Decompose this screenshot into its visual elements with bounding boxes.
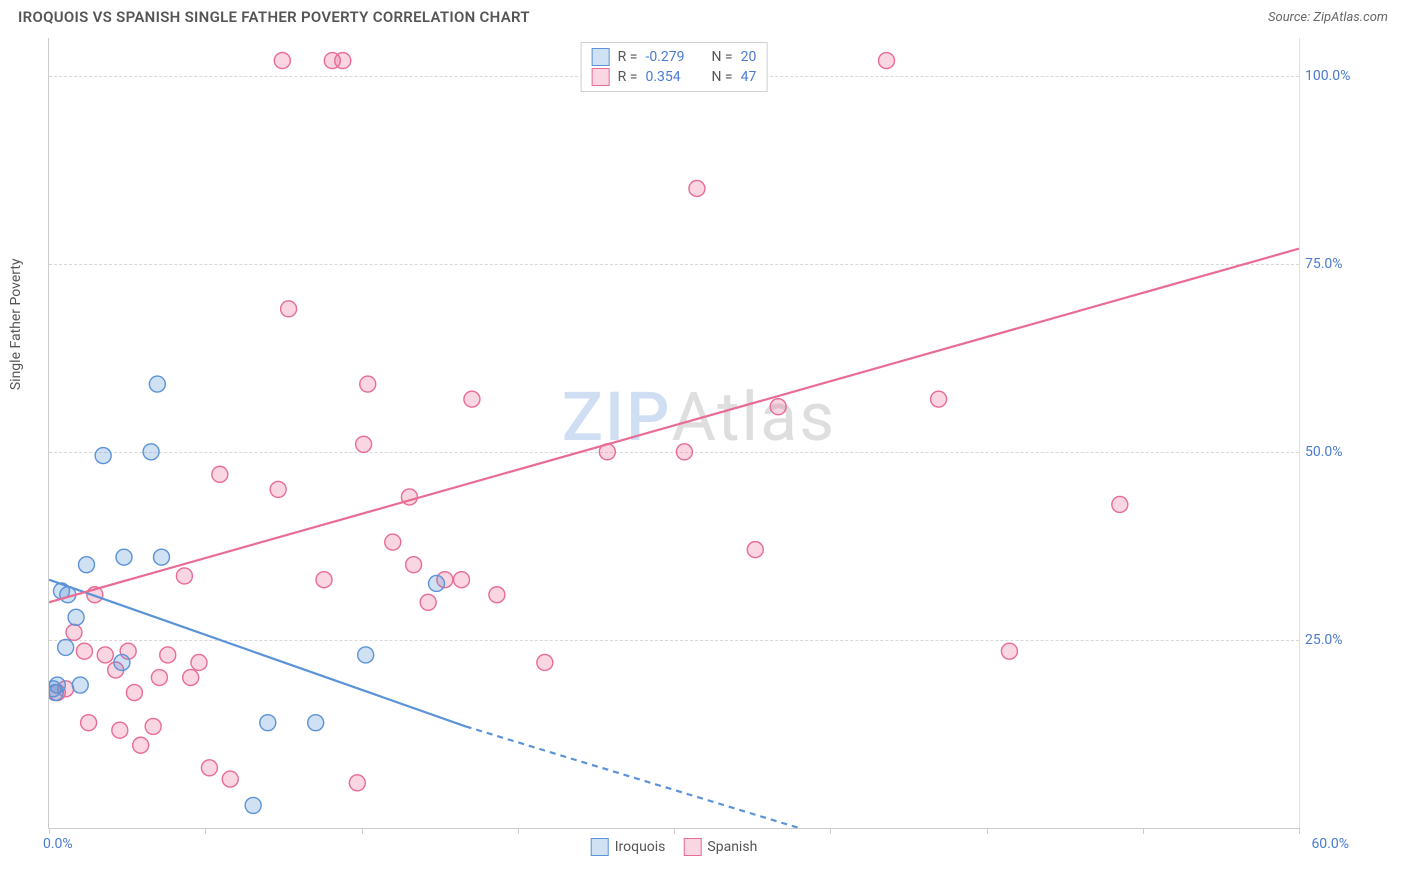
data-point	[76, 643, 92, 659]
n-label: N =	[711, 49, 732, 65]
data-point	[245, 797, 261, 813]
swatch-spanish	[592, 68, 610, 86]
chart-title: IROQUOIS VS SPANISH SINGLE FATHER POVERT…	[18, 8, 530, 26]
data-point	[133, 737, 149, 753]
data-point	[222, 771, 238, 787]
legend-series: Iroquois Spanish	[591, 838, 758, 856]
data-point	[212, 466, 228, 482]
data-point	[689, 180, 705, 196]
data-point	[420, 594, 436, 610]
swatch-iroquois	[592, 48, 610, 66]
x-tick	[362, 828, 363, 834]
legend-item-spanish: Spanish	[683, 838, 757, 856]
legend-correlation: R = -0.279 N = 20 R = 0.354 N = 47	[581, 42, 768, 92]
data-point	[747, 542, 763, 558]
data-point	[537, 654, 553, 670]
y-tick-label: 100.0%	[1305, 68, 1361, 84]
data-point	[274, 53, 290, 69]
data-point	[770, 399, 786, 415]
swatch-spanish	[683, 838, 701, 856]
data-point	[151, 670, 167, 686]
data-point	[356, 436, 372, 452]
x-tick	[49, 828, 50, 834]
r-label: R =	[618, 49, 638, 65]
legend-label-iroquois: Iroquois	[615, 839, 666, 855]
r-label: R =	[618, 69, 638, 85]
data-point	[126, 685, 142, 701]
legend-label-spanish: Spanish	[707, 839, 757, 855]
legend-row-spanish: R = 0.354 N = 47	[592, 67, 757, 87]
data-point	[66, 624, 82, 640]
data-point	[95, 448, 111, 464]
data-point	[489, 587, 505, 603]
data-point	[316, 572, 332, 588]
data-point	[676, 444, 692, 460]
x-tick	[518, 828, 519, 834]
data-point	[879, 53, 895, 69]
data-point	[154, 549, 170, 565]
y-tick-label: 50.0%	[1305, 444, 1361, 460]
data-point	[160, 647, 176, 663]
x-tick	[1299, 828, 1300, 834]
data-point	[72, 677, 88, 693]
data-point	[464, 391, 480, 407]
data-point	[68, 609, 84, 625]
legend-row-iroquois: R = -0.279 N = 20	[592, 47, 757, 67]
r-value-spanish: 0.354	[645, 69, 697, 85]
data-point	[116, 549, 132, 565]
data-point	[81, 715, 97, 731]
data-point	[406, 557, 422, 573]
data-point	[429, 575, 445, 591]
plot-area: ZIPAtlas R = -0.279 N = 20 R = 0.354 N =…	[48, 38, 1300, 829]
trend-line	[466, 726, 799, 828]
data-point	[79, 557, 95, 573]
n-label: N =	[711, 69, 732, 85]
data-point	[349, 775, 365, 791]
data-point	[1112, 496, 1128, 512]
y-tick-label: 25.0%	[1305, 632, 1361, 648]
chart-container: Single Father Poverty ZIPAtlas R = -0.27…	[48, 38, 1388, 858]
n-value-iroquois: 20	[741, 49, 757, 65]
x-tick	[987, 828, 988, 834]
x-tick-label: 0.0%	[43, 836, 73, 852]
data-point	[149, 376, 165, 392]
header: IROQUOIS VS SPANISH SINGLE FATHER POVERT…	[0, 0, 1406, 30]
data-point	[360, 376, 376, 392]
data-point	[308, 715, 324, 731]
legend-item-iroquois: Iroquois	[591, 838, 666, 856]
data-point	[454, 572, 470, 588]
data-point	[97, 647, 113, 663]
scatter-plot	[49, 38, 1299, 828]
data-point	[201, 760, 217, 776]
x-tick	[1143, 828, 1144, 834]
data-point	[335, 53, 351, 69]
x-tick-label: 60.0%	[1311, 836, 1349, 852]
data-point	[112, 722, 128, 738]
data-point	[176, 568, 192, 584]
data-point	[114, 654, 130, 670]
data-point	[191, 654, 207, 670]
data-point	[145, 718, 161, 734]
data-point	[1001, 643, 1017, 659]
data-point	[58, 639, 74, 655]
data-point	[49, 677, 65, 693]
y-tick-label: 75.0%	[1305, 256, 1361, 272]
data-point	[931, 391, 947, 407]
r-value-iroquois: -0.279	[645, 49, 697, 65]
y-axis-title: Single Father Poverty	[8, 258, 24, 390]
x-tick	[830, 828, 831, 834]
n-value-spanish: 47	[741, 69, 757, 85]
data-point	[270, 481, 286, 497]
trend-line	[49, 249, 1299, 603]
data-point	[143, 444, 159, 460]
data-point	[385, 534, 401, 550]
data-point	[183, 670, 199, 686]
x-tick	[674, 828, 675, 834]
data-point	[358, 647, 374, 663]
swatch-iroquois	[591, 838, 609, 856]
data-point	[281, 301, 297, 317]
data-point	[260, 715, 276, 731]
source-label: Source: ZipAtlas.com	[1268, 10, 1388, 25]
x-tick	[205, 828, 206, 834]
